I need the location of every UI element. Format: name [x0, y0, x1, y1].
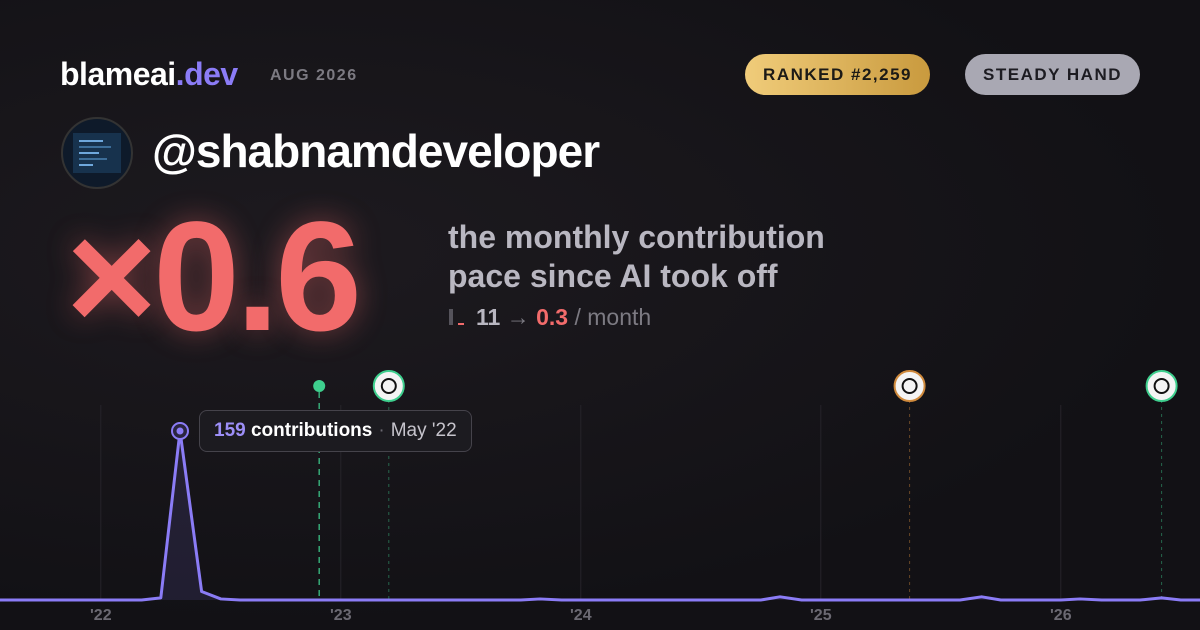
tooltip-label: contributions	[250, 420, 373, 441]
tooltip-date: May '22	[390, 420, 457, 441]
x-tick-label: '26	[1050, 607, 1072, 624]
avatar-image	[73, 133, 121, 173]
icon-bar	[449, 309, 453, 325]
x-tick-label: '24	[570, 607, 592, 624]
area	[0, 431, 1200, 600]
before: 11	[476, 304, 501, 330]
pace: 11 → 0.3 / month	[448, 304, 651, 331]
unit: / month	[574, 304, 652, 330]
x-tick-label: '23	[330, 607, 352, 624]
after: 0.3	[536, 304, 569, 330]
line	[0, 429, 1200, 602]
username: @shabnamdeveloper	[152, 125, 600, 177]
event-glyph	[1153, 378, 1170, 394]
brand-name: blameai	[60, 56, 176, 92]
avatar	[61, 117, 133, 189]
event-icon	[1145, 370, 1178, 402]
event-glyph	[901, 378, 918, 394]
event-glyph	[380, 378, 397, 394]
tooltip: 159 contributions · May '22	[199, 410, 472, 452]
brand-suffix: .dev	[175, 56, 239, 92]
separator: ·	[378, 420, 385, 441]
tooltip-value: 159	[214, 420, 246, 441]
chart: '22 '23 '24 '25 '26	[0, 370, 1200, 624]
arrow: →	[506, 304, 530, 330]
icon-bar	[458, 323, 464, 325]
rank-badge: RANKED #2,259	[745, 54, 930, 95]
caption: the monthly contribution pace since AI t…	[448, 219, 825, 294]
brand: blameai.dev	[60, 56, 238, 93]
peak-dot	[176, 427, 184, 435]
style-badge: STEADY HAND	[965, 54, 1140, 95]
multiplier: ×0.6	[66, 190, 362, 364]
event-icon	[893, 370, 926, 402]
x-tick-label: '25	[810, 607, 832, 624]
pace-icon	[449, 309, 464, 325]
x-tick-label: '22	[90, 607, 112, 624]
event-dot	[313, 380, 326, 392]
date: AUG 2026	[270, 67, 358, 84]
event-icon	[372, 370, 405, 402]
